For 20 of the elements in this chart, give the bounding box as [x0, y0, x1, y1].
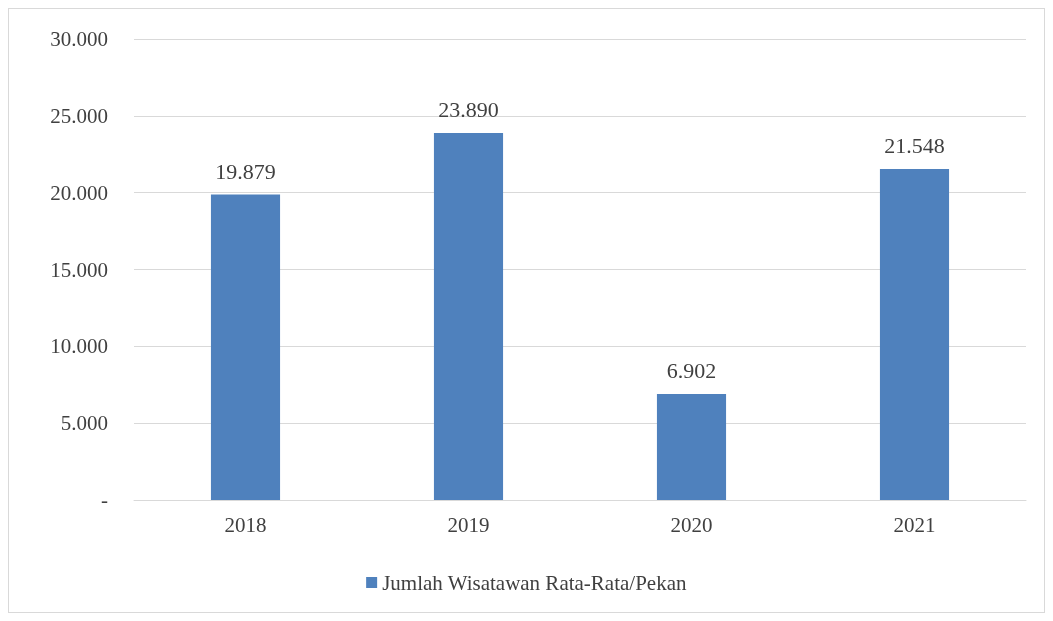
x-tick-label: 2018 — [224, 512, 267, 537]
x-tick-label: 2020 — [670, 512, 713, 537]
data-label: 21.548 — [884, 133, 945, 159]
x-tick-label: 2021 — [893, 512, 936, 537]
bar — [879, 168, 950, 500]
y-tick-label: 25.000 — [50, 103, 108, 128]
y-tick-label: 20.000 — [50, 180, 108, 205]
y-tick-label: - — [101, 488, 108, 512]
data-label: 19.879 — [215, 159, 276, 185]
legend-label: Jumlah Wisatawan Rata-Rata/Pekan — [382, 570, 687, 595]
data-label: 23.890 — [438, 97, 499, 123]
y-tick-label: 10.000 — [50, 334, 108, 359]
x-tick-label: 2019 — [447, 512, 490, 537]
data-label: 6.902 — [666, 358, 717, 384]
bar — [433, 132, 504, 500]
y-tick-label: 30.000 — [50, 27, 108, 51]
bar — [210, 194, 281, 500]
y-tick-label: 15.000 — [50, 257, 108, 282]
bar — [656, 393, 727, 500]
y-tick-label: 5.000 — [60, 411, 108, 436]
